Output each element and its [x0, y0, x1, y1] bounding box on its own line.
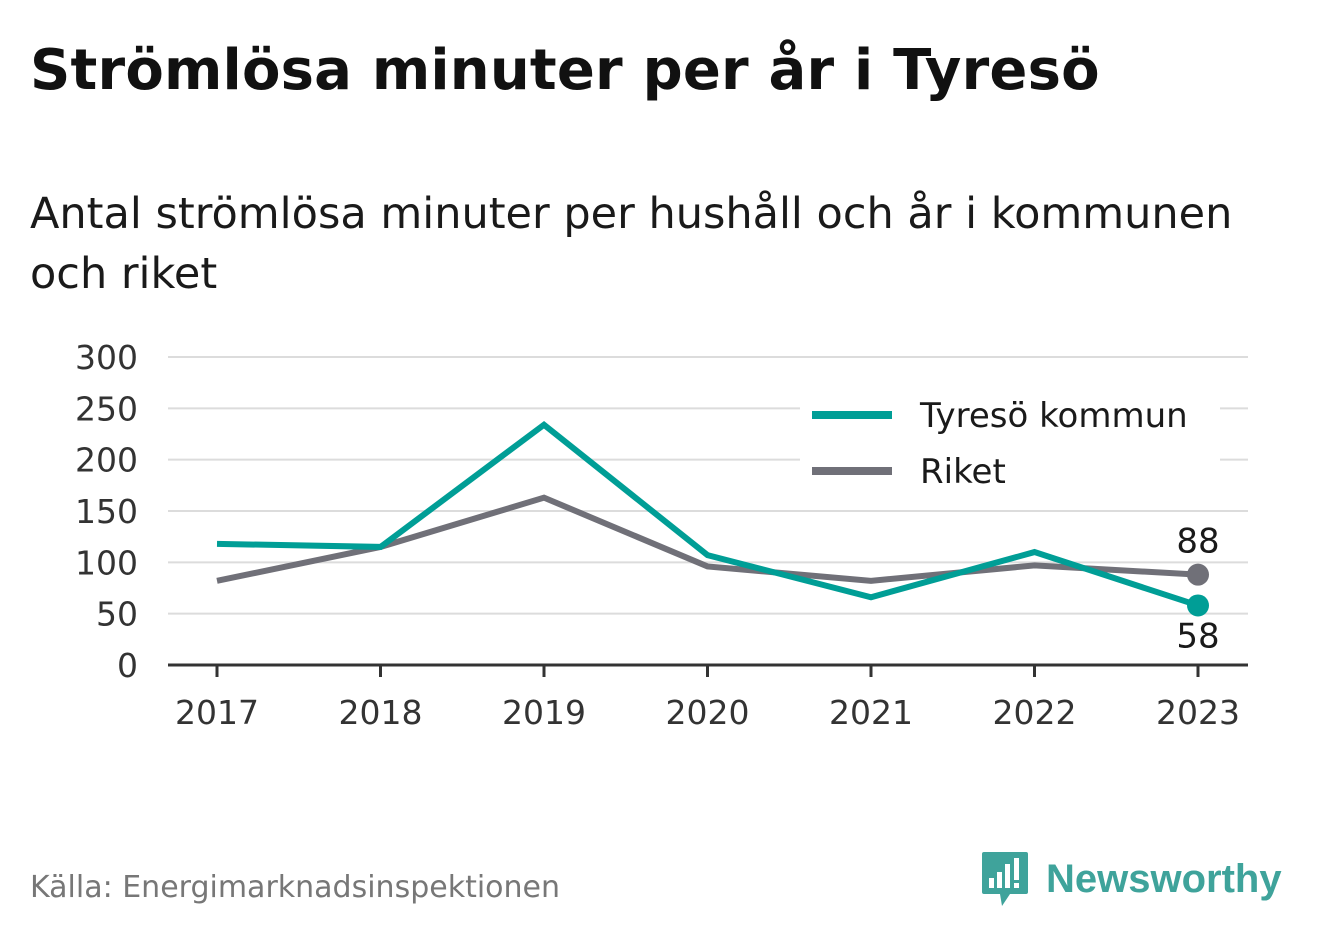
x-tick-label: 2022 [993, 693, 1077, 732]
newsworthy-logo-icon [982, 852, 1028, 906]
y-tick-label: 250 [75, 389, 138, 428]
end-markers: 58 88 [1176, 522, 1219, 657]
chart-subtitle: Antal strömlösa minuter per hushåll och … [30, 189, 1233, 299]
legend-label: Tyresö kommun [919, 396, 1188, 436]
y-tick-label: 0 [117, 646, 138, 685]
y-tick-label: 150 [75, 492, 138, 531]
series-lines [216, 420, 1199, 609]
legend-background [800, 390, 1220, 508]
legend-label: Riket [920, 452, 1006, 492]
end-point-marker [1187, 563, 1209, 586]
end-value-label: 88 [1176, 522, 1219, 562]
x-tick-label: 2018 [339, 693, 423, 732]
chart-title: Strömlösa minuter per år i Tyresö [30, 38, 1100, 103]
x-axis: 2017 2018 2019 2020 2021 2022 2023 [168, 663, 1248, 732]
y-tick-label: 50 [96, 595, 138, 634]
brand-name: Newsworthy [1046, 856, 1282, 901]
x-tick-label: 2021 [829, 693, 913, 732]
x-tick-label: 2023 [1156, 693, 1240, 732]
source-note: Källa: Energimarknadsinspektionen [30, 870, 561, 905]
y-tick-label: 200 [75, 441, 138, 480]
y-tick-label: 100 [75, 543, 138, 582]
y-tick-label: 300 [75, 338, 138, 377]
brand-logo[interactable]: Newsworthy [980, 850, 1282, 908]
x-tick-label: 2020 [666, 693, 750, 732]
x-tick-label: 2019 [502, 693, 586, 732]
x-tick-label: 2017 [175, 693, 259, 732]
end-value-label: 58 [1176, 616, 1219, 656]
y-axis-ticks: 0 50 100 150 200 250 300 [75, 338, 138, 685]
legend: Tyresö kommun Riket [800, 390, 1220, 508]
end-point-marker [1187, 594, 1209, 617]
series-line-tyreso [216, 420, 1199, 609]
